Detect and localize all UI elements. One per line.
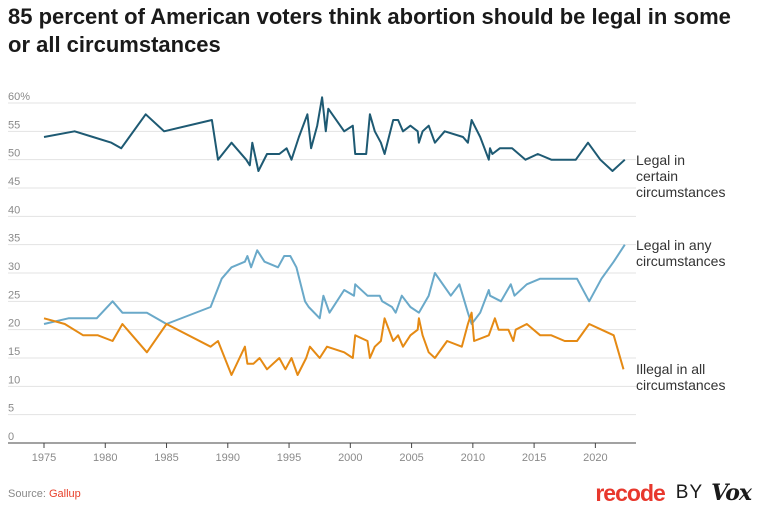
gridlines <box>8 102 636 416</box>
series-lines <box>43 96 626 376</box>
x-tick-label: 1975 <box>32 452 56 464</box>
x-tick-label: 1985 <box>154 452 178 464</box>
x-tick-label: 1980 <box>93 452 117 464</box>
y-tick-label: 0 <box>8 431 14 443</box>
y-tick-label: 10 <box>8 374 20 386</box>
source-link[interactable]: Gallup <box>48 488 81 500</box>
y-tick-label: 55 <box>8 119 20 131</box>
x-tick-label: 2000 <box>338 452 362 464</box>
vox-logo: Vox <box>711 480 752 506</box>
brand-by-text: BY <box>675 482 704 503</box>
series-label-line: Illegal in all <box>636 361 705 377</box>
y-tick-label: 20 <box>8 318 20 330</box>
series-label-line: circumstances <box>636 253 725 269</box>
y-tick-label: 50 <box>8 148 20 160</box>
y-tick-label: 60% <box>8 91 30 103</box>
chart-title: 85 percent of American voters think abor… <box>8 4 731 57</box>
recode-logo: recode <box>595 479 665 506</box>
x-tick-label: 2010 <box>461 452 485 464</box>
x-tick-label: 1995 <box>277 452 301 464</box>
x-tick-label: 2005 <box>399 452 423 464</box>
x-tick-label: 2015 <box>522 452 546 464</box>
y-tick-label: 25 <box>8 289 20 301</box>
series-label-line: circumstances <box>636 377 725 393</box>
series-label-illegal-all: Illegal in all circumstances <box>636 361 725 393</box>
x-axis: 1975 1980 1985 1990 1995 2000 2005 2010 2015 2020 <box>8 442 636 464</box>
y-axis-ticks: 0 5 10 15 20 25 30 35 40 45 50 55 60% <box>8 91 30 443</box>
y-tick-label: 15 <box>8 346 20 358</box>
y-tick-label: 5 <box>8 403 14 415</box>
series-line-legal-any <box>43 244 626 325</box>
x-tick-label: 2020 <box>583 452 607 464</box>
brand-logo: recode BY Vox <box>595 479 752 507</box>
series-label-line: Legal in any <box>636 237 712 253</box>
y-tick-label: 30 <box>8 261 20 273</box>
y-tick-label: 45 <box>8 176 20 188</box>
y-tick-label: 40 <box>8 204 20 216</box>
series-label-line: circumstances <box>636 184 725 200</box>
source-note: Source: Gallup <box>8 488 81 500</box>
series-label-legal-certain: Legal in certain circumstances <box>636 152 725 200</box>
series-line-legal-certain <box>43 96 626 172</box>
series-line-illegal-all <box>43 311 625 376</box>
series-label-legal-any: Legal in any circumstances <box>636 237 725 269</box>
source-prefix: Source: <box>8 488 49 500</box>
series-label-line: certain <box>636 168 678 184</box>
y-tick-label: 35 <box>8 233 20 245</box>
series-label-line: Legal in <box>636 152 685 168</box>
x-tick-label: 1990 <box>216 452 240 464</box>
